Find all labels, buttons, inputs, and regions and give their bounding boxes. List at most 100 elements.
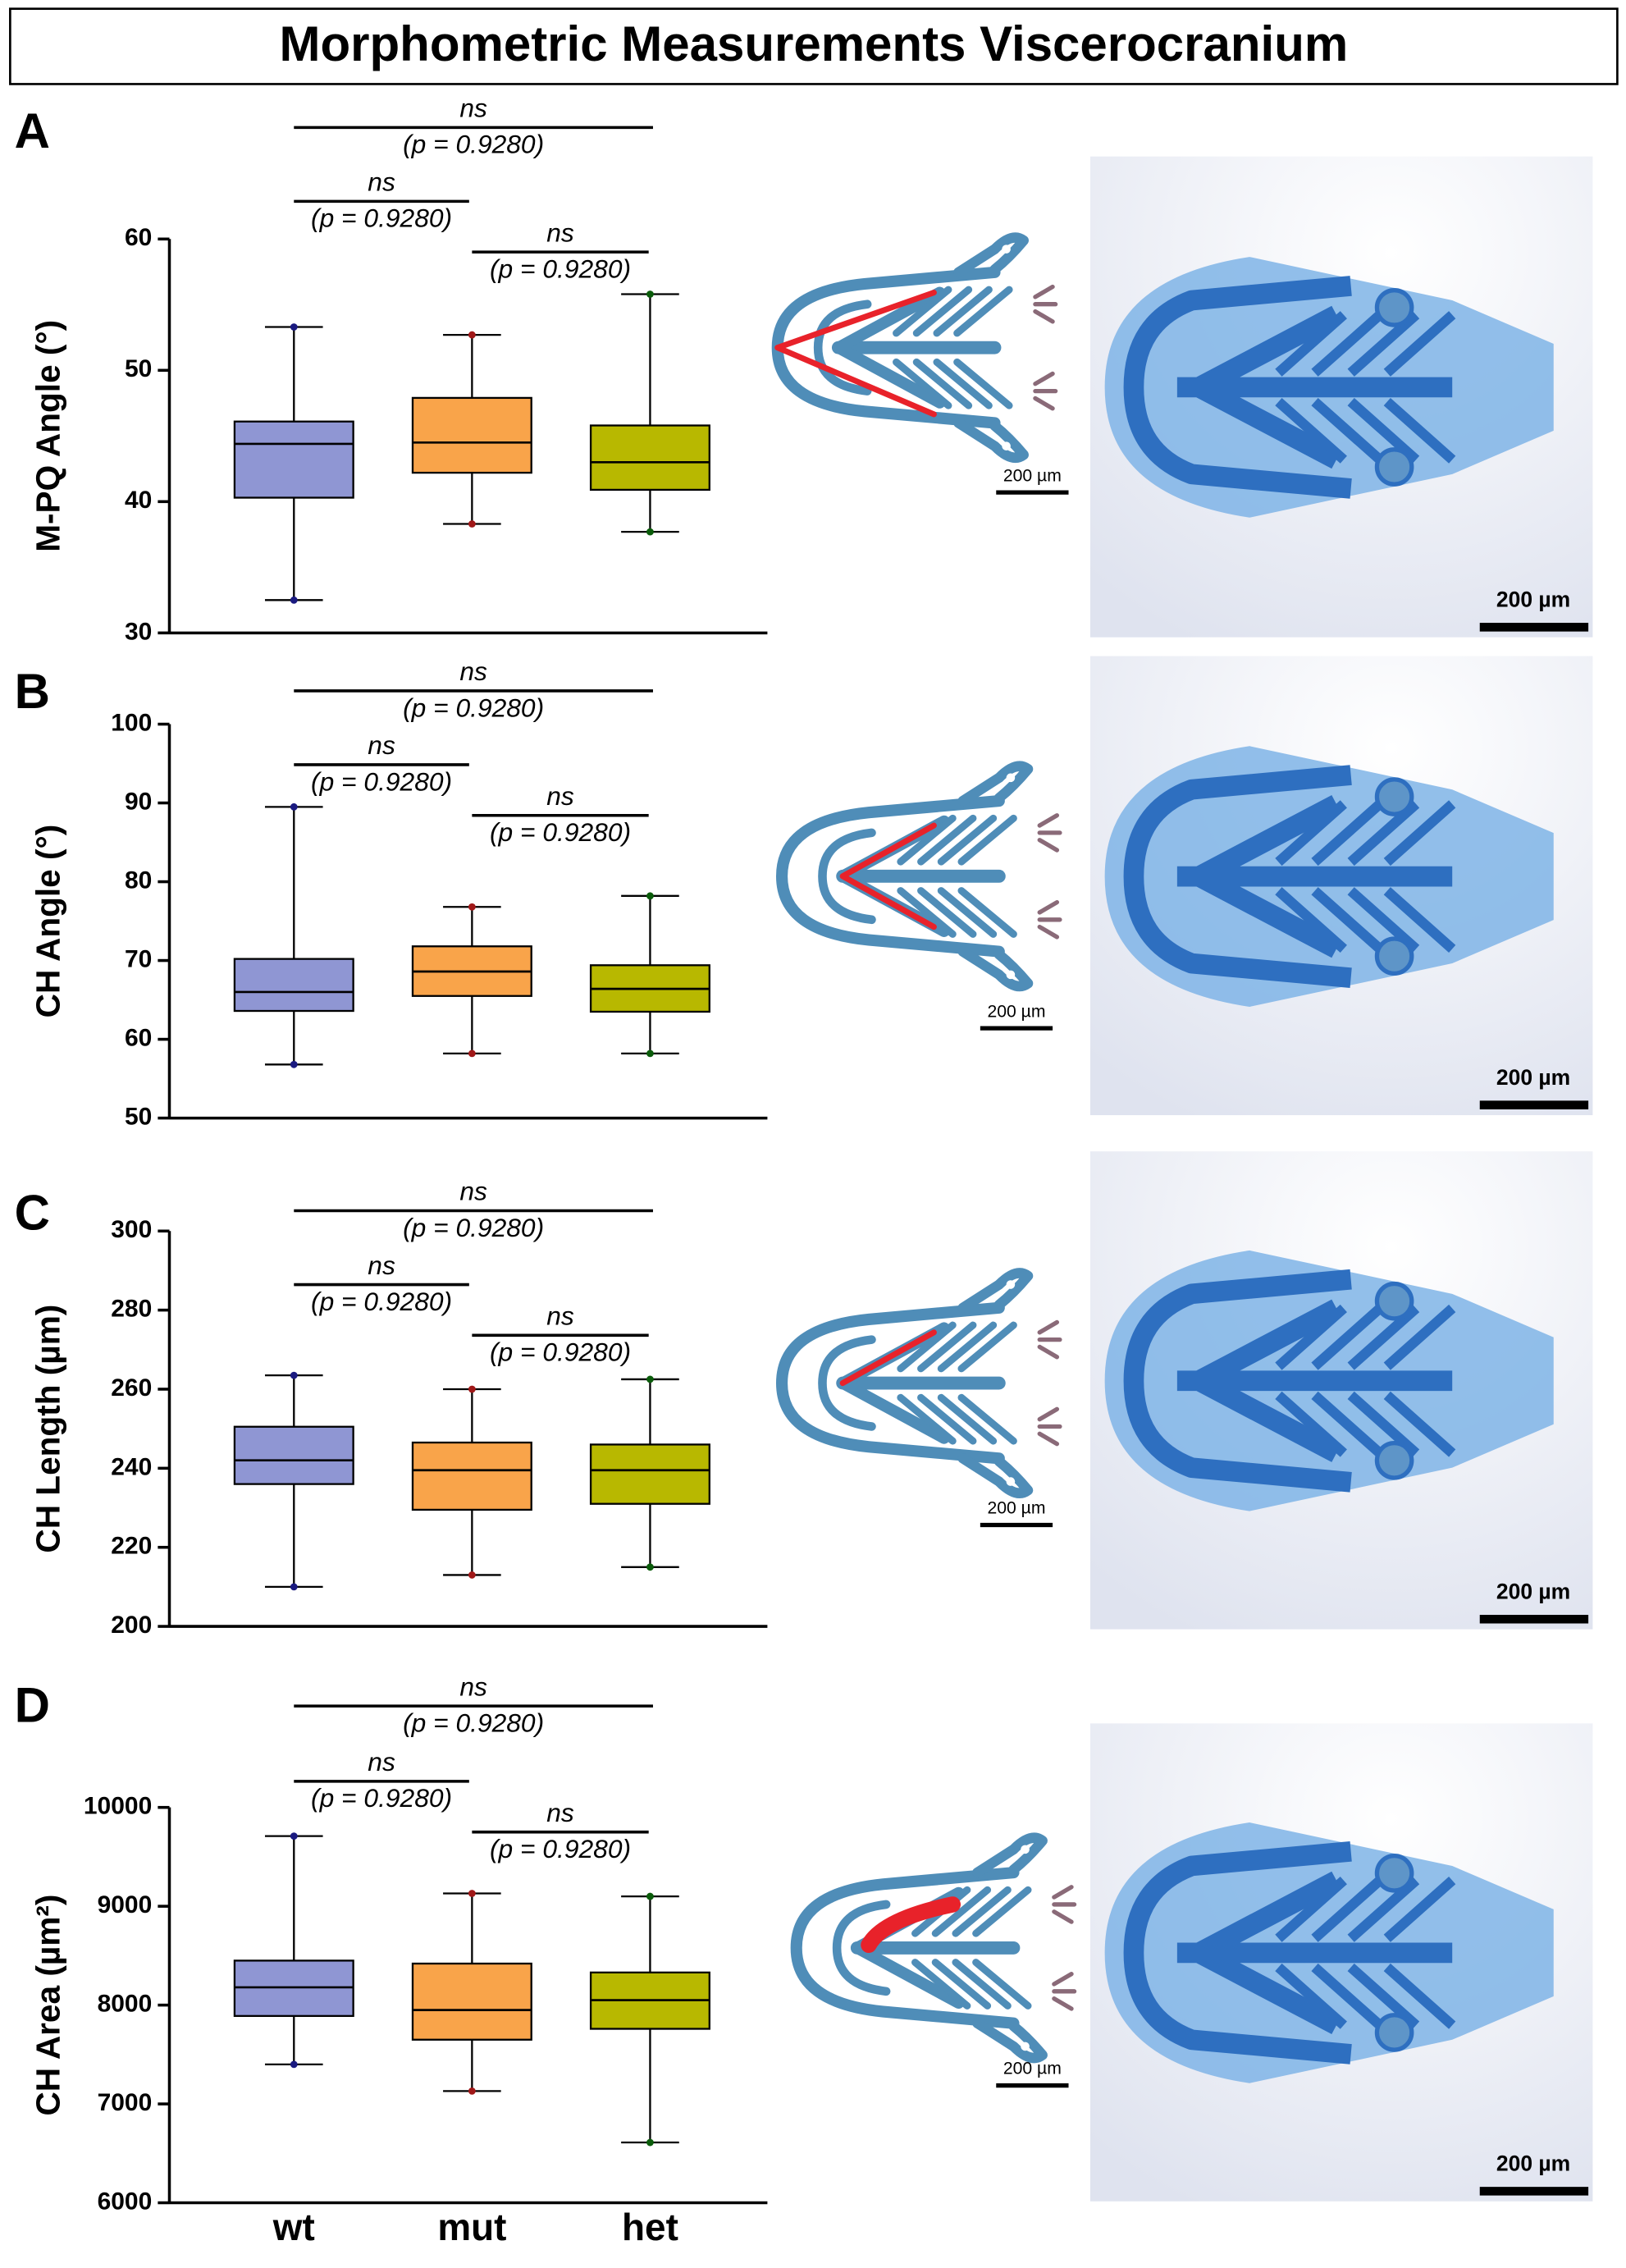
extreme-point xyxy=(646,290,654,298)
extreme-point xyxy=(290,802,298,811)
gill-arch xyxy=(1311,1877,1384,2029)
gill-arch xyxy=(1383,1304,1456,1457)
eye xyxy=(1374,447,1414,487)
p-value: (p = 0.9280) xyxy=(403,693,544,722)
scale-bar-label: 200 µm xyxy=(1496,1065,1570,1090)
scale-bar-label: 200 µm xyxy=(987,1499,1045,1518)
cartilage xyxy=(957,946,1034,992)
extreme-point xyxy=(646,1563,654,1571)
cartilage xyxy=(839,1329,937,1387)
extreme-point xyxy=(646,2138,654,2147)
significance-label: ns xyxy=(546,1301,574,1331)
cartilage xyxy=(917,1321,977,1445)
y-tick-label: 90 xyxy=(125,788,152,815)
box xyxy=(411,1962,532,2041)
cartilage xyxy=(972,1832,1048,1878)
y-tick-label: 10000 xyxy=(84,1793,152,1820)
gill-arch xyxy=(1275,800,1347,953)
extreme-point xyxy=(290,323,298,331)
cartilage xyxy=(897,814,957,938)
y-axis-label: CH Area (µm²) xyxy=(29,1895,66,2116)
cartilage xyxy=(818,1335,876,1431)
extreme-point xyxy=(290,1060,298,1068)
y-tick-label: 80 xyxy=(125,867,152,894)
cartilage xyxy=(957,1453,1034,1498)
cartilage xyxy=(1052,1885,1077,1924)
cartilage xyxy=(813,300,872,396)
significance-label: ns xyxy=(368,167,395,197)
y-tick-label: 50 xyxy=(125,1104,152,1131)
scale-bar-label: 200 µm xyxy=(1496,1579,1570,1603)
cartilage xyxy=(818,828,876,925)
panel-label: B xyxy=(15,664,50,719)
extreme-point xyxy=(290,1371,298,1379)
cartilage xyxy=(775,795,1005,958)
schematic xyxy=(775,761,1062,992)
eye-hole xyxy=(1006,1280,1016,1289)
eye xyxy=(1374,1440,1414,1480)
gill-arch xyxy=(1383,800,1456,953)
panel-label: A xyxy=(15,103,50,158)
extreme-point xyxy=(646,892,654,900)
box xyxy=(233,1425,354,1485)
extreme-point xyxy=(468,331,476,339)
gill-arch xyxy=(1347,1877,1420,2029)
box xyxy=(411,396,532,474)
specimen-photo xyxy=(1089,656,1593,1116)
cartilage xyxy=(931,1886,992,2010)
cartilage xyxy=(953,232,1029,278)
extreme-point xyxy=(468,903,476,911)
significance-label: ns xyxy=(459,94,487,123)
box xyxy=(233,958,354,1013)
extreme-point xyxy=(468,1049,476,1058)
y-axis-label: M-PQ Angle (°) xyxy=(29,320,66,552)
significance-label: ns xyxy=(368,730,395,760)
eye-hole xyxy=(1021,1845,1030,1854)
p-value: (p = 0.9280) xyxy=(490,1337,631,1367)
cartilage xyxy=(957,1321,1017,1445)
cartilage xyxy=(972,2018,1048,2064)
schematic xyxy=(775,1268,1062,1498)
x-tick-label: het xyxy=(622,2206,678,2248)
box xyxy=(589,1443,710,1505)
p-value: (p = 0.9280) xyxy=(403,1708,544,1737)
schematic xyxy=(790,1832,1077,2064)
schematic xyxy=(771,232,1058,463)
cartilage xyxy=(933,286,993,409)
cartilage xyxy=(1052,1972,1077,2011)
y-tick-label: 50 xyxy=(125,355,152,382)
gill-arch xyxy=(1383,311,1456,464)
gill-arch xyxy=(1311,311,1384,464)
gill-arch xyxy=(1311,800,1384,953)
figure-title: Morphometric Measurements Viscerocranium xyxy=(280,16,1349,71)
eye xyxy=(1374,1281,1414,1321)
significance-label: ns xyxy=(368,1747,395,1776)
cartilage xyxy=(917,814,977,938)
extreme-point xyxy=(468,1890,476,1897)
y-axis-label: CH Length (µm) xyxy=(29,1305,66,1553)
gill-arch xyxy=(1311,1304,1384,1457)
gill-arch xyxy=(1347,311,1420,464)
scale-bar-label: 200 µm xyxy=(987,1002,1045,1021)
gill-arch xyxy=(1347,800,1420,953)
y-tick-label: 280 xyxy=(111,1296,152,1323)
significance-label: ns xyxy=(546,217,574,247)
cartilage xyxy=(1037,899,1062,940)
significance-label: ns xyxy=(546,781,574,811)
eye-hole xyxy=(1006,1477,1016,1486)
specimen-cartilage xyxy=(1123,765,1453,988)
significance-label: ns xyxy=(546,1798,574,1827)
p-value: (p = 0.9280) xyxy=(311,203,452,233)
cartilage xyxy=(775,1301,1005,1465)
cartilage xyxy=(839,822,937,931)
cartilage xyxy=(832,286,946,409)
box xyxy=(411,1441,532,1511)
eye xyxy=(1374,936,1414,976)
specimen-cartilage xyxy=(1123,1269,1453,1493)
gill-arch xyxy=(1347,1304,1420,1457)
gill-arch xyxy=(1275,1304,1347,1457)
cartilage xyxy=(1037,1406,1062,1447)
specimen-photo xyxy=(1089,1723,1593,2202)
significance-label: ns xyxy=(459,1671,487,1701)
specimen-photo xyxy=(1089,1151,1593,1630)
